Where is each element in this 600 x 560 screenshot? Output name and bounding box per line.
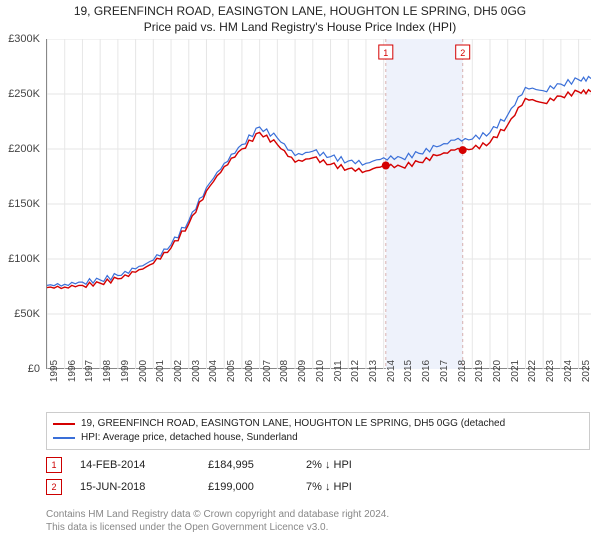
x-tick-label: 2014: [386, 360, 397, 382]
x-tick-label: 2020: [492, 360, 503, 382]
x-tick-label: 1995: [49, 360, 60, 382]
x-tick-label: 2010: [315, 360, 326, 382]
x-tick-label: 2021: [510, 360, 521, 382]
footer-line-1: Contains HM Land Registry data © Crown c…: [46, 508, 590, 521]
x-tick-label: 2016: [421, 360, 432, 382]
x-tick-label: 2023: [545, 360, 556, 382]
y-tick-label: £0: [28, 363, 40, 375]
x-tick-label: 2013: [368, 360, 379, 382]
y-tick-label: £150K: [8, 198, 40, 210]
x-tick-label: 1996: [67, 360, 78, 382]
sale-change: 2% ↓ HPI: [306, 459, 386, 471]
x-tick-label: 2015: [403, 360, 414, 382]
x-tick-label: 2002: [173, 360, 184, 382]
sale-price: £184,995: [208, 459, 288, 471]
footer-line-2: This data is licensed under the Open Gov…: [46, 521, 590, 534]
svg-text:1: 1: [383, 48, 388, 58]
sale-date: 14-FEB-2014: [80, 459, 190, 471]
sale-date: 15-JUN-2018: [80, 481, 190, 493]
sale-price: £199,000: [208, 481, 288, 493]
x-tick-label: 2017: [439, 360, 450, 382]
x-tick-label: 2006: [244, 360, 255, 382]
x-tick-label: 2007: [262, 360, 273, 382]
x-tick-label: 2003: [191, 360, 202, 382]
x-axis: 1995199619971998199920002001200220032004…: [46, 371, 590, 411]
y-tick-label: £250K: [8, 88, 40, 100]
x-tick-label: 2022: [527, 360, 538, 382]
x-tick-label: 2019: [474, 360, 485, 382]
legend-label: HPI: Average price, detached house, Sund…: [81, 431, 298, 445]
chart-title-block: 19, GREENFINCH ROAD, EASINGTON LANE, HOU…: [0, 0, 600, 35]
x-tick-label: 2004: [208, 360, 219, 382]
x-tick-label: 2018: [457, 360, 468, 382]
x-tick-label: 2011: [333, 360, 344, 382]
legend-swatch: [53, 437, 75, 439]
x-tick-label: 2000: [138, 360, 149, 382]
chart-area: £0£50K£100K£150K£200K£250K£300K 12 19951…: [0, 39, 600, 409]
plot-svg: 12: [47, 39, 591, 369]
legend-item: HPI: Average price, detached house, Sund…: [53, 431, 583, 445]
legend-item: 19, GREENFINCH ROAD, EASINGTON LANE, HOU…: [53, 417, 583, 431]
title-line-2: Price paid vs. HM Land Registry's House …: [0, 20, 600, 36]
sale-marker-box: 1: [46, 457, 62, 473]
title-line-1: 19, GREENFINCH ROAD, EASINGTON LANE, HOU…: [0, 4, 600, 20]
sale-row: 1 14-FEB-2014 £184,995 2% ↓ HPI: [46, 454, 590, 476]
legend-swatch: [53, 423, 75, 425]
y-tick-label: £300K: [8, 33, 40, 45]
svg-text:2: 2: [460, 48, 465, 58]
legend-label: 19, GREENFINCH ROAD, EASINGTON LANE, HOU…: [81, 417, 505, 431]
plot-region: 12: [46, 39, 590, 369]
x-tick-label: 1999: [120, 360, 131, 382]
footer-note: Contains HM Land Registry data © Crown c…: [46, 508, 590, 534]
x-tick-label: 2005: [226, 360, 237, 382]
y-tick-label: £100K: [8, 253, 40, 265]
x-tick-label: 2009: [297, 360, 308, 382]
x-tick-label: 1997: [84, 360, 95, 382]
sale-marker-box: 2: [46, 479, 62, 495]
x-tick-label: 2008: [279, 360, 290, 382]
sale-change: 7% ↓ HPI: [306, 481, 386, 493]
y-axis: £0£50K£100K£150K£200K£250K£300K: [0, 39, 44, 369]
y-tick-label: £50K: [14, 308, 40, 320]
legend-box: 19, GREENFINCH ROAD, EASINGTON LANE, HOU…: [46, 412, 590, 450]
x-tick-label: 2025: [581, 360, 592, 382]
x-tick-label: 2012: [350, 360, 361, 382]
sales-table: 1 14-FEB-2014 £184,995 2% ↓ HPI 2 15-JUN-2018…: [46, 454, 590, 498]
x-tick-label: 2024: [563, 360, 574, 382]
y-tick-label: £200K: [8, 143, 40, 155]
x-tick-label: 1998: [102, 360, 113, 382]
sale-row: 2 15-JUN-2018 £199,000 7% ↓ HPI: [46, 476, 590, 498]
x-tick-label: 2001: [155, 360, 166, 382]
